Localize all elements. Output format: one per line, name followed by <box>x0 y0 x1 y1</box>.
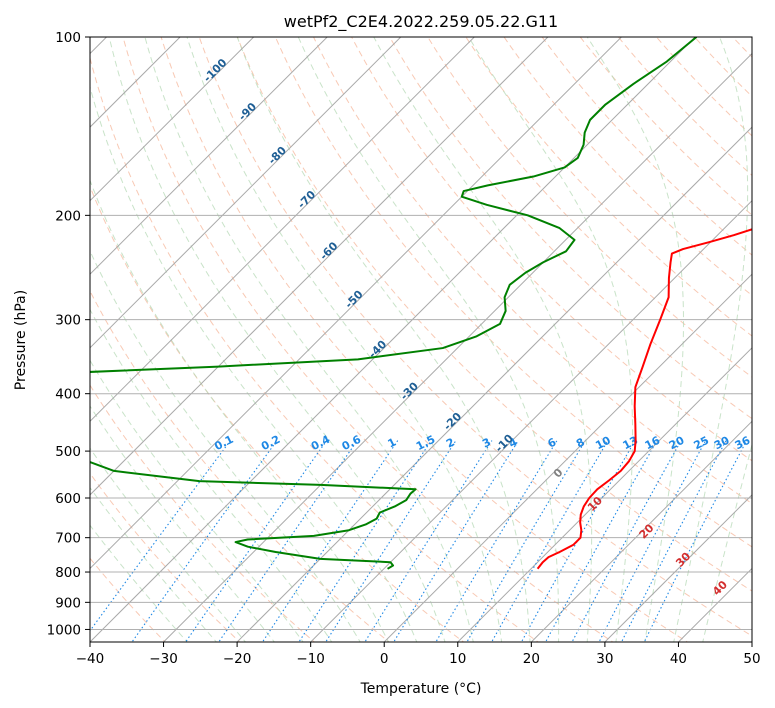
moist-adiabat-line <box>90 249 361 642</box>
dry-adiabat-line <box>236 37 752 592</box>
plot-frame <box>89 36 753 643</box>
plot-area: 0.1 0.2 0.4 0.6 1 1.5 2 3 4 6 8 10 13 16 20 25 30 36-100-… <box>90 37 753 642</box>
y-tick-label: 300 <box>55 313 81 329</box>
mixing-ratio-line <box>620 440 727 642</box>
dry-adiabat-line <box>122 37 614 642</box>
dry-adiabat-line <box>617 37 752 177</box>
y-tick-label: 900 <box>55 595 81 611</box>
dewpoint-line <box>90 37 698 570</box>
x-tick-label: 0 <box>380 651 389 667</box>
y-tick-label: 1000 <box>47 622 81 638</box>
chart-title: wetPf2_C2E4.2022.259.05.22.G11 <box>284 12 558 32</box>
mixing-ratio-line <box>393 440 519 642</box>
mixing-ratio-label: 16 <box>643 434 663 453</box>
dry-adiabat-line <box>198 37 752 637</box>
isotherm-line <box>383 273 752 642</box>
dry-adiabat-line <box>351 37 752 462</box>
mixing-ratio-line <box>325 440 457 642</box>
isotherm-line <box>90 37 549 496</box>
x-tick-label: −10 <box>296 651 325 667</box>
y-tick-label: 100 <box>55 30 81 46</box>
moist-adiabat-line <box>90 179 390 642</box>
dry-adiabat-line <box>427 37 752 378</box>
x-tick-label: 50 <box>743 651 760 667</box>
dry-adiabat-line <box>90 472 241 642</box>
dry-adiabat-line <box>655 37 752 137</box>
mixing-ratio-label: 10 <box>593 434 613 453</box>
x-tick-label: 40 <box>670 651 687 667</box>
y-tick-label: 800 <box>55 565 81 581</box>
x-axis: −40 −30 −20 −10 0 10 20 30 40 50 <box>76 642 761 667</box>
isotherm-line <box>90 37 623 570</box>
isotherm-line <box>604 494 752 642</box>
y-axis-label: Pressure (hPa) <box>13 290 29 390</box>
y-tick-label: 500 <box>55 444 81 460</box>
isotherm-line <box>90 37 476 423</box>
y-tick-label: 400 <box>55 387 81 403</box>
isotherm-line <box>457 347 752 642</box>
mixing-ratio-line <box>544 440 658 642</box>
dry-adiabat-line <box>90 290 390 642</box>
isotherm-line <box>90 37 328 275</box>
y-tick-label: 700 <box>55 531 81 547</box>
mixing-ratio-line <box>184 440 328 642</box>
dry-adiabat-line <box>389 37 752 420</box>
mixing-ratio-label: 20 <box>667 434 687 453</box>
dry-adiabat-line <box>541 37 752 256</box>
mixing-ratio-line <box>571 440 682 642</box>
isotherm-line <box>530 420 752 642</box>
mixing-ratio-line <box>466 440 586 642</box>
temperature-line <box>536 228 752 570</box>
mixing-ratio-line <box>435 440 558 642</box>
mixing-ratio-label: 25 <box>692 434 712 453</box>
sounding-traces <box>90 37 752 570</box>
isotherm-line <box>236 126 752 642</box>
isotherm-line <box>90 37 696 642</box>
x-axis-label: Temperature (°C) <box>360 681 482 697</box>
isotherm-line <box>162 52 752 642</box>
isotherms <box>90 37 752 642</box>
x-tick-label: 30 <box>596 651 613 667</box>
isotherm-line <box>90 37 255 202</box>
x-tick-label: −30 <box>149 651 178 667</box>
isotherm-line <box>90 37 402 349</box>
mixing-ratio-label: 30 <box>712 434 732 453</box>
mixing-ratio-line <box>364 440 493 642</box>
x-tick-label: 10 <box>449 651 466 667</box>
isotherm-line <box>309 199 752 642</box>
x-tick-label: 20 <box>523 651 540 667</box>
x-tick-label: −40 <box>76 651 105 667</box>
y-axis: 100 200 300 400 500 600 700 800 900 1000 <box>47 30 90 638</box>
dry-adiabat-line <box>503 37 752 296</box>
pressure-gridlines <box>90 37 752 630</box>
mixing-ratio-line <box>520 440 636 642</box>
y-tick-label: 200 <box>55 208 81 224</box>
mixing-ratio-line <box>131 440 278 642</box>
mixing-ratio-line <box>491 440 609 642</box>
mixing-ratio-line <box>298 440 432 642</box>
mixing-ratio-line <box>598 440 707 642</box>
mixing-ratio-label: 36 <box>733 434 753 453</box>
y-tick-label: 600 <box>55 491 81 507</box>
x-tick-label: −20 <box>223 651 252 667</box>
